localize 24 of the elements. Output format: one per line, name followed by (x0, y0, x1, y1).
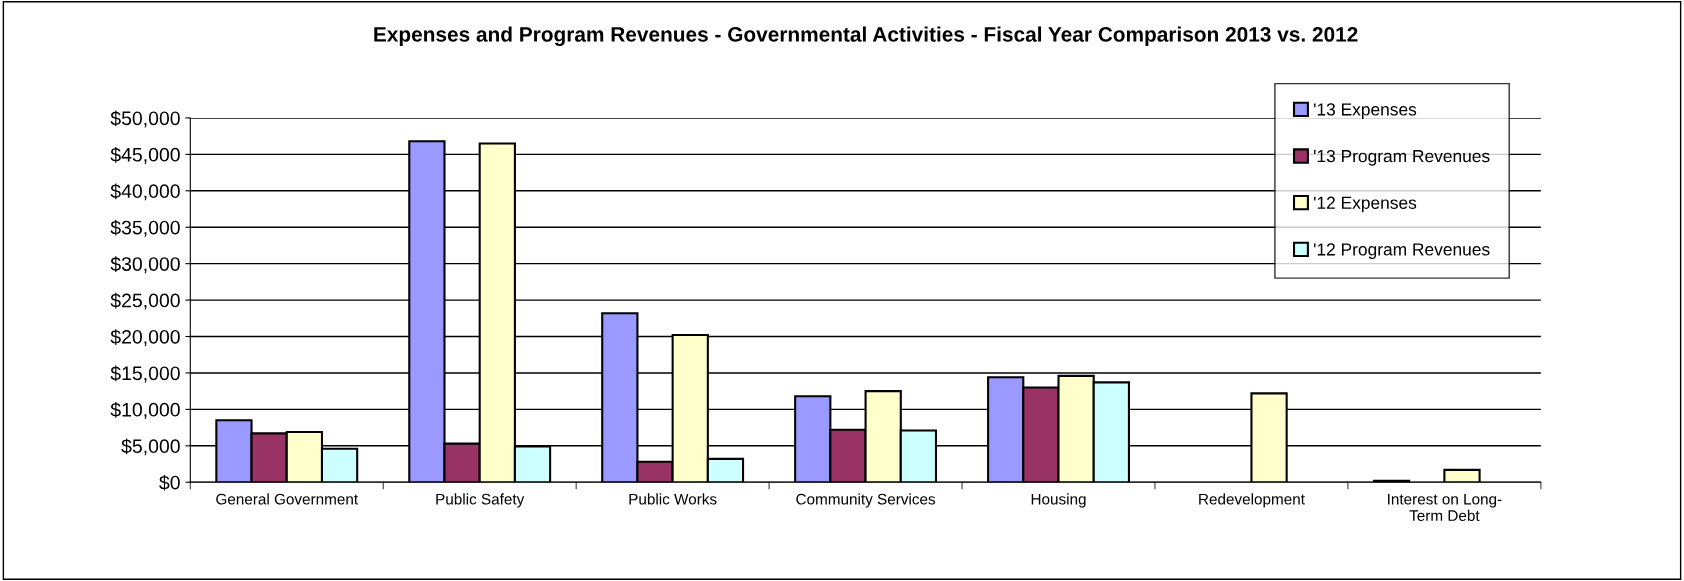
bar (1443, 468, 1481, 483)
y-tick-label: $20,000 (110, 329, 180, 347)
y-tick-label: $30,000 (110, 256, 180, 274)
y-tick-label: $50,000 (110, 110, 180, 128)
y-tick-label: $35,000 (110, 219, 180, 237)
y-tick-label: $45,000 (110, 147, 180, 164)
legend-label: '13 Program Revenues (1314, 149, 1490, 166)
chart-title: Expenses and Program Revenues - Governmental Activities - Fiscal Year Comparison 2013 vs. 2012 (374, 26, 1358, 46)
y-tick-label: $0 (159, 474, 180, 491)
x-tick-label: Redevelopment (1199, 493, 1305, 508)
x-tick-label: General Government (216, 493, 358, 505)
x-tick-label: Public Works (629, 493, 717, 505)
y-tick-label: $25,000 (110, 292, 180, 310)
x-tick-label: Public Safety (436, 493, 525, 508)
x-tick-label: Community Services (796, 493, 936, 508)
y-tick-label: $10,000 (110, 402, 180, 419)
y-tick-label: $5,000 (121, 438, 180, 456)
legend-label: '13 Expenses (1314, 103, 1417, 120)
x-tick-label: Housing (1031, 493, 1086, 508)
x-tick-label: Interest on Long- Term Debt (1388, 493, 1502, 522)
y-tick-label: $15,000 (110, 365, 180, 383)
legend-label: '12 Expenses (1314, 196, 1417, 213)
y-tick-label: $40,000 (110, 183, 180, 201)
legend-label: '12 Program Revenues (1314, 243, 1490, 259)
